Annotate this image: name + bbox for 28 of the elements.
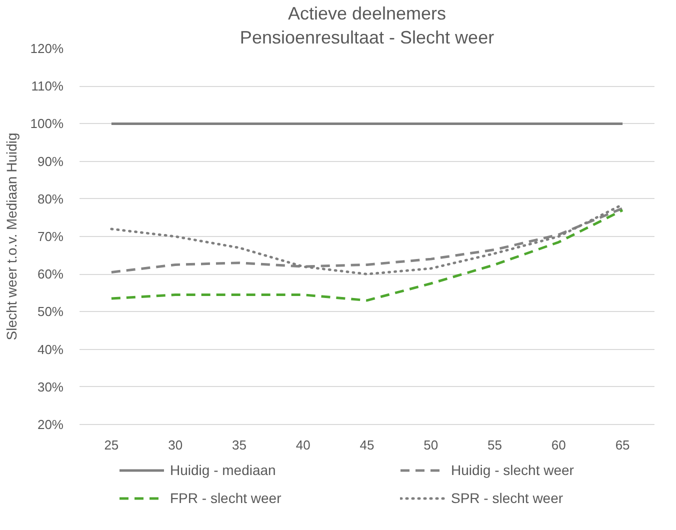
legend-label: SPR - slecht weer	[451, 490, 564, 506]
x-tick-label: 35	[232, 438, 246, 452]
y-tick-label: 20%	[37, 417, 64, 432]
y-tick-label: 120%	[30, 41, 64, 56]
y-axis-title: Slecht weer t.o.v. Mediaan Huidig	[3, 132, 20, 340]
x-tick-label: 50	[424, 438, 438, 452]
legend-label: FPR - slecht weer	[170, 490, 282, 506]
y-tick-label: 80%	[37, 191, 64, 206]
legend-label: Huidig - slecht weer	[451, 462, 575, 478]
chart-subtitle: Pensioenresultaat - Slecht weer	[240, 28, 494, 48]
y-tick-label: 90%	[37, 154, 64, 169]
legend-label: Huidig - mediaan	[170, 462, 277, 478]
x-tick-label: 45	[360, 438, 374, 452]
x-tick-label: 60	[551, 438, 566, 452]
y-tick-label: 30%	[37, 379, 64, 394]
y-tick-label: 50%	[37, 304, 64, 320]
x-tick-label: 40	[296, 438, 310, 452]
x-tick-label: 25	[104, 438, 119, 452]
chart-title: Actieve deelnemers	[288, 4, 446, 24]
y-tick-label: 110%	[31, 78, 64, 94]
y-tick-label: 100%	[30, 116, 64, 132]
x-tick-label: 55	[488, 438, 502, 452]
y-tick-label: 60%	[37, 266, 64, 282]
x-tick-label: 65	[615, 438, 630, 452]
line-series	[110, 208, 624, 302]
x-tick-label: 30	[168, 438, 183, 452]
y-tick-label: 40%	[37, 342, 64, 357]
y-tick-label: 70%	[37, 229, 64, 244]
